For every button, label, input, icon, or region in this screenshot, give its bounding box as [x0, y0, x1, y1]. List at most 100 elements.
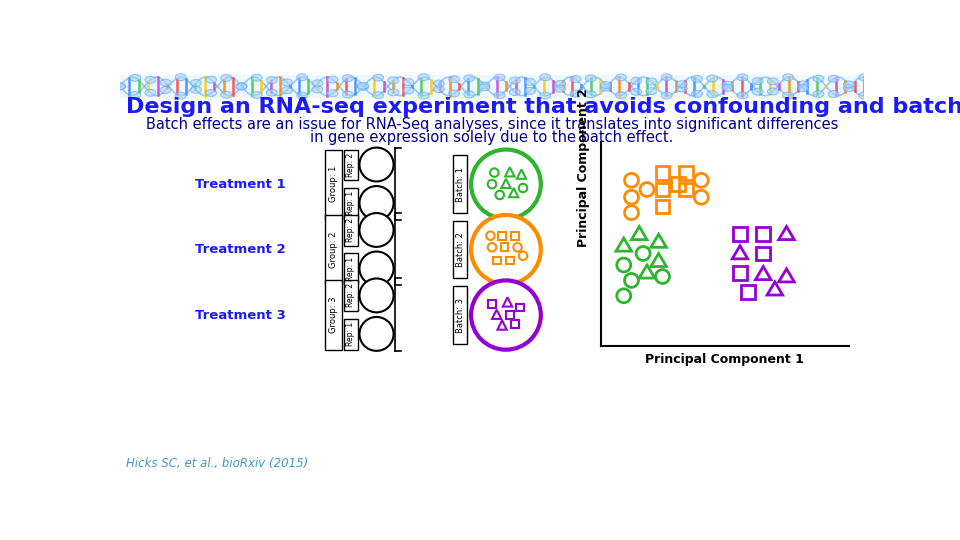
Circle shape — [359, 252, 394, 286]
Ellipse shape — [631, 89, 641, 96]
Ellipse shape — [343, 75, 353, 82]
Ellipse shape — [737, 74, 748, 81]
Bar — [453, 156, 468, 213]
Text: Design an RNA-seq experiment that avoids confounding and batch effects: Design an RNA-seq experiment that avoids… — [126, 97, 960, 117]
Ellipse shape — [828, 75, 839, 82]
Ellipse shape — [798, 85, 808, 92]
Circle shape — [471, 150, 540, 219]
Ellipse shape — [691, 90, 703, 97]
Bar — [325, 215, 343, 284]
Bar — [372, 225, 378, 232]
Bar — [741, 285, 755, 299]
Circle shape — [471, 215, 540, 284]
Ellipse shape — [221, 91, 231, 98]
Bar — [375, 258, 381, 264]
Text: Treatment 2: Treatment 2 — [195, 243, 285, 256]
Ellipse shape — [160, 79, 171, 86]
Ellipse shape — [403, 79, 414, 86]
Text: Group: 3: Group: 3 — [329, 297, 338, 333]
Ellipse shape — [570, 76, 581, 83]
Text: Rep: 1: Rep: 1 — [347, 322, 355, 346]
Ellipse shape — [130, 75, 140, 82]
Text: Treatment 3: Treatment 3 — [195, 308, 285, 321]
Text: Batch: 1: Batch: 1 — [456, 167, 465, 201]
Ellipse shape — [357, 82, 369, 89]
Bar — [492, 256, 500, 264]
Ellipse shape — [722, 84, 732, 91]
Bar — [679, 166, 693, 179]
Ellipse shape — [586, 75, 596, 82]
Ellipse shape — [494, 74, 505, 81]
Bar — [488, 300, 496, 308]
Ellipse shape — [510, 89, 520, 96]
Ellipse shape — [798, 81, 808, 88]
Ellipse shape — [570, 90, 581, 97]
Ellipse shape — [343, 91, 353, 98]
Bar — [344, 188, 358, 219]
Text: Hicks SC, et al., bioRxiv (2015): Hicks SC, et al., bioRxiv (2015) — [126, 457, 308, 470]
Bar — [372, 264, 378, 270]
Bar — [377, 271, 383, 277]
Bar — [733, 227, 747, 241]
Bar — [656, 200, 669, 213]
Ellipse shape — [448, 90, 460, 97]
Ellipse shape — [707, 75, 717, 82]
Ellipse shape — [312, 80, 323, 87]
Circle shape — [359, 186, 394, 220]
Ellipse shape — [267, 89, 277, 96]
Ellipse shape — [130, 91, 140, 98]
Text: Group: 2: Group: 2 — [329, 232, 338, 268]
Ellipse shape — [691, 76, 703, 82]
Circle shape — [359, 317, 394, 351]
Ellipse shape — [524, 87, 536, 94]
Ellipse shape — [767, 78, 779, 85]
Bar — [380, 265, 387, 271]
Bar — [369, 271, 375, 277]
Ellipse shape — [813, 75, 824, 82]
Text: in gene expression solely due to the batch effect.: in gene expression solely due to the bat… — [310, 130, 674, 145]
Ellipse shape — [388, 77, 398, 84]
Text: Treatment 1: Treatment 1 — [195, 178, 285, 191]
Ellipse shape — [205, 90, 217, 97]
Bar — [679, 183, 693, 197]
Ellipse shape — [176, 92, 186, 99]
Circle shape — [471, 280, 540, 350]
Bar — [756, 227, 770, 241]
Ellipse shape — [236, 83, 247, 90]
Ellipse shape — [252, 74, 262, 81]
Ellipse shape — [677, 85, 687, 92]
Bar — [516, 303, 524, 311]
Text: Principal Component 1: Principal Component 1 — [645, 353, 804, 366]
Text: Principal Component 2: Principal Component 2 — [577, 88, 590, 247]
Text: Batch: 3: Batch: 3 — [456, 298, 465, 333]
Ellipse shape — [176, 73, 186, 80]
Ellipse shape — [145, 77, 156, 83]
Ellipse shape — [494, 92, 505, 99]
Ellipse shape — [372, 92, 384, 99]
Ellipse shape — [205, 76, 217, 83]
Ellipse shape — [372, 74, 384, 81]
Ellipse shape — [661, 74, 672, 80]
Ellipse shape — [782, 74, 794, 81]
Ellipse shape — [767, 88, 779, 95]
Ellipse shape — [221, 75, 231, 82]
Ellipse shape — [600, 84, 612, 91]
Bar — [120, 75, 864, 98]
Text: Rep: 2: Rep: 2 — [347, 152, 355, 177]
Ellipse shape — [190, 79, 202, 86]
Ellipse shape — [615, 92, 627, 99]
Bar — [671, 177, 685, 191]
Text: Rep: 1: Rep: 1 — [347, 256, 355, 280]
Text: Rep: 2: Rep: 2 — [347, 218, 355, 242]
Ellipse shape — [419, 92, 429, 99]
Bar — [506, 311, 514, 319]
Ellipse shape — [753, 88, 763, 95]
Ellipse shape — [844, 85, 854, 92]
Ellipse shape — [858, 92, 870, 99]
Ellipse shape — [464, 91, 474, 98]
Ellipse shape — [555, 80, 565, 87]
Ellipse shape — [327, 90, 338, 97]
Bar — [453, 286, 468, 344]
Ellipse shape — [661, 92, 672, 99]
Ellipse shape — [160, 86, 171, 93]
